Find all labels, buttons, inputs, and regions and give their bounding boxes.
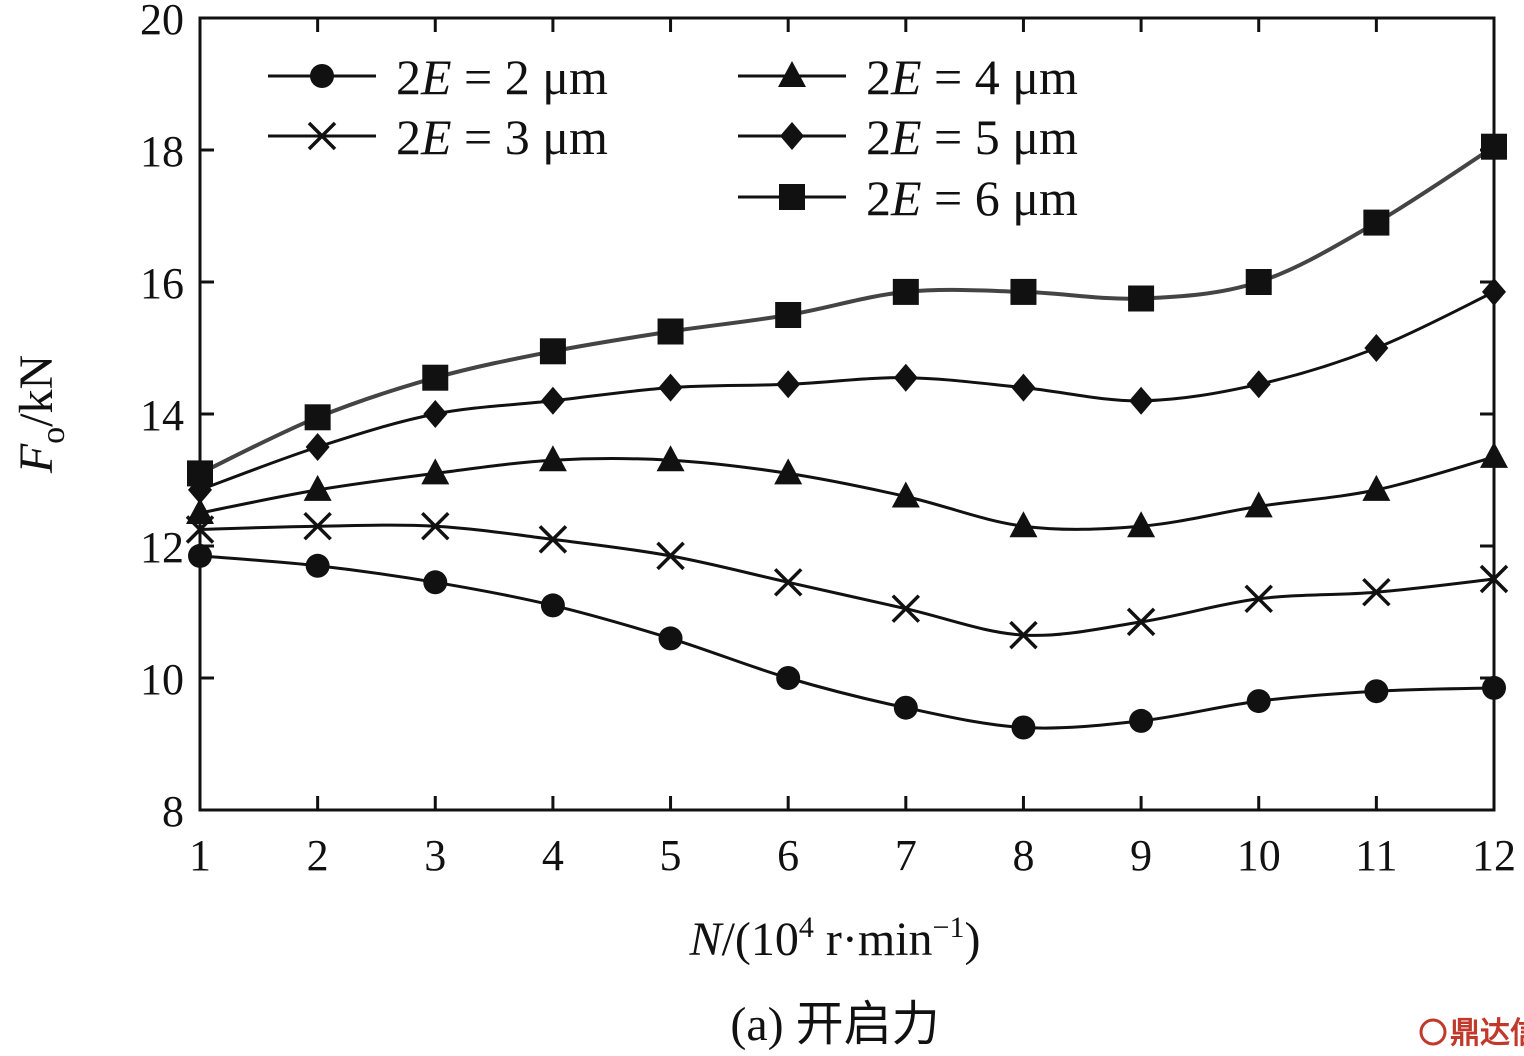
series-line-3um <box>200 525 1494 635</box>
data-point-2um <box>306 554 330 578</box>
y-tick-label: 20 <box>140 0 184 44</box>
data-point-2um <box>1247 689 1271 713</box>
x-tick-label: 12 <box>1472 831 1516 880</box>
data-point-4um <box>1480 442 1508 468</box>
data-point-5um <box>1129 387 1153 415</box>
data-point-2um <box>1129 709 1153 733</box>
data-point-5um <box>894 364 918 392</box>
x-tick-label: 3 <box>424 831 446 880</box>
data-point-5um <box>1247 370 1271 398</box>
y-tick-label: 14 <box>140 391 184 440</box>
legend-marker-icon <box>779 184 805 210</box>
data-point-6um <box>540 338 566 364</box>
data-point-6um <box>422 365 448 391</box>
figure-caption: (a) 开启力 <box>730 998 939 1051</box>
data-point-6um <box>187 460 213 486</box>
data-point-3um <box>658 543 684 569</box>
x-tick-label: 10 <box>1237 831 1281 880</box>
data-point-6um <box>1363 210 1389 236</box>
legend-label: 2E = 3 μm <box>396 109 608 165</box>
y-tick-label: 10 <box>140 655 184 704</box>
data-point-5um <box>541 387 565 415</box>
plot-frame <box>200 18 1494 810</box>
data-point-6um <box>305 404 331 430</box>
x-tick-label: 4 <box>542 831 564 880</box>
watermark-text: 鼎达信 <box>1450 1016 1524 1051</box>
data-point-2um <box>188 544 212 568</box>
data-point-2um <box>1482 676 1506 700</box>
data-point-5um <box>423 400 447 428</box>
data-point-2um <box>541 593 565 617</box>
data-point-6um <box>1128 286 1154 312</box>
data-point-5um <box>776 370 800 398</box>
x-tick-label: 7 <box>895 831 917 880</box>
y-axis-title: Fo/kN <box>10 355 72 474</box>
data-point-5um <box>659 374 683 402</box>
data-point-2um <box>659 626 683 650</box>
data-point-5um <box>1011 374 1035 402</box>
legend-marker-icon <box>310 64 334 88</box>
x-tick-label: 6 <box>777 831 799 880</box>
watermark: 鼎达信 <box>1421 1016 1524 1051</box>
series-markers <box>186 134 1508 740</box>
series-line-4um <box>200 457 1494 529</box>
x-tick-label: 2 <box>307 831 329 880</box>
legend-label: 2E = 4 μm <box>866 49 1078 105</box>
data-point-2um <box>776 666 800 690</box>
legend-marker-icon <box>778 61 806 87</box>
data-point-6um <box>658 319 684 345</box>
data-point-3um <box>775 569 801 595</box>
x-axis-title: N/(104 r·min−1) <box>689 911 981 966</box>
legend-label: 2E = 5 μm <box>866 109 1078 165</box>
x-tick-label: 8 <box>1012 831 1034 880</box>
watermark-logo-icon <box>1421 1020 1445 1044</box>
data-point-6um <box>1246 269 1272 295</box>
data-point-6um <box>893 279 919 305</box>
data-point-2um <box>894 696 918 720</box>
x-tick-label: 9 <box>1130 831 1152 880</box>
legend-label: 2E = 2 μm <box>396 49 608 105</box>
y-tick-label: 12 <box>140 523 184 572</box>
data-point-5um <box>306 433 330 461</box>
y-tick-label: 8 <box>162 787 184 836</box>
data-point-2um <box>423 570 447 594</box>
x-tick-label: 5 <box>660 831 682 880</box>
data-point-6um <box>1010 279 1036 305</box>
data-point-3um <box>893 596 919 622</box>
data-point-5um <box>1364 334 1388 362</box>
series-line-2um <box>200 556 1494 728</box>
series-lines <box>200 147 1494 728</box>
x-tick-label: 11 <box>1355 831 1397 880</box>
y-tick-label: 16 <box>140 259 184 308</box>
y-tick-label: 18 <box>140 127 184 176</box>
legend-marker-icon <box>780 122 804 150</box>
x-tick-label: 1 <box>189 831 211 880</box>
data-point-2um <box>1364 679 1388 703</box>
data-point-6um <box>1481 134 1507 160</box>
data-point-2um <box>1011 716 1035 740</box>
legend-label: 2E = 6 μm <box>866 170 1078 226</box>
data-point-6um <box>775 302 801 328</box>
